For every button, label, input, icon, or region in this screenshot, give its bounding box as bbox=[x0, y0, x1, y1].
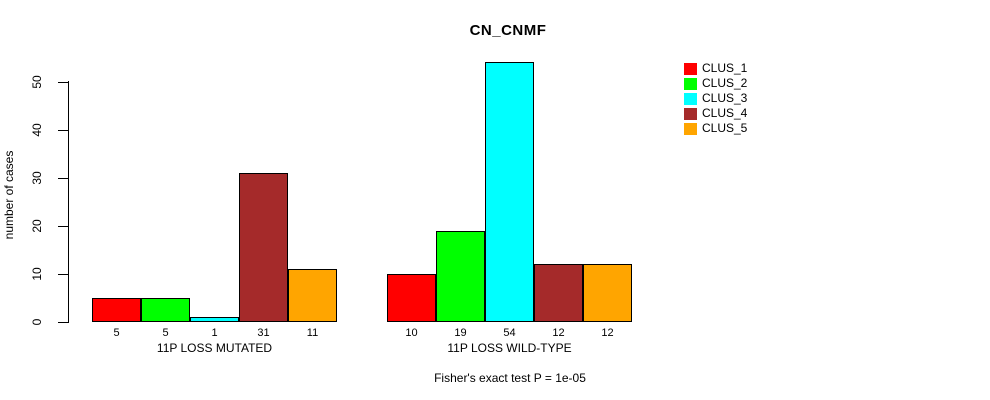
legend-swatch bbox=[684, 77, 697, 90]
bar-clus_4 bbox=[534, 264, 583, 322]
bar-clus_2 bbox=[436, 230, 485, 322]
y-tick-label: 50 bbox=[30, 74, 44, 89]
legend-entry: CLUS_1 bbox=[684, 62, 747, 75]
bar-value-label: 12 bbox=[552, 327, 565, 339]
y-tick-label: 20 bbox=[30, 219, 44, 233]
group-label: 11P LOSS MUTATED bbox=[156, 341, 273, 355]
y-tick-mark bbox=[58, 273, 69, 275]
bar-value-label: 10 bbox=[405, 327, 418, 339]
y-axis-label: number of cases bbox=[2, 150, 16, 240]
legend-entry: CLUS_4 bbox=[684, 107, 747, 120]
bar-clus_5 bbox=[583, 264, 632, 322]
legend-label: CLUS_2 bbox=[702, 76, 748, 90]
bar-value-label: 5 bbox=[162, 327, 169, 339]
legend-swatch bbox=[684, 122, 697, 135]
bar-value-label: 1 bbox=[211, 327, 218, 339]
legend-label: CLUS_1 bbox=[702, 61, 748, 75]
y-tick-mark bbox=[58, 81, 69, 83]
bar-value-label: 19 bbox=[454, 327, 467, 339]
bar-clus_2 bbox=[141, 297, 190, 322]
statistics-caption: Fisher's exact test P = 1e-05 bbox=[434, 371, 586, 385]
legend-label: CLUS_5 bbox=[702, 121, 748, 135]
legend-entry: CLUS_3 bbox=[684, 92, 747, 105]
y-tick-mark bbox=[58, 322, 69, 323]
bar-value-label: 31 bbox=[257, 327, 270, 339]
y-axis-line bbox=[68, 81, 69, 322]
y-tick-label: 10 bbox=[30, 267, 44, 281]
bar-value-label: 12 bbox=[601, 327, 614, 339]
bar-clus_3 bbox=[190, 317, 239, 322]
chart-title: CN_CNMF bbox=[469, 22, 547, 39]
bar-value-label: 11 bbox=[306, 327, 319, 339]
y-tick-mark bbox=[58, 129, 69, 131]
legend-label: CLUS_4 bbox=[702, 106, 748, 120]
y-tick-label: 30 bbox=[30, 171, 44, 185]
legend: CLUS_1 CLUS_2 CLUS_3 CLUS_4 CLUS_5 bbox=[684, 62, 747, 135]
bar-clus_3 bbox=[485, 62, 534, 322]
legend-swatch bbox=[684, 62, 697, 75]
bar-clus_1 bbox=[92, 297, 141, 322]
bar-clus_5 bbox=[288, 269, 337, 322]
bar-value-label: 54 bbox=[503, 327, 516, 339]
group-label: 11P LOSS WILD-TYPE bbox=[447, 341, 572, 355]
bar-clus_1 bbox=[387, 273, 436, 322]
y-tick-label: 0 bbox=[30, 318, 44, 326]
y-tick-mark bbox=[58, 225, 69, 227]
legend-entry: CLUS_5 bbox=[684, 122, 747, 135]
bar-clus_4 bbox=[239, 172, 288, 322]
legend-entry: CLUS_2 bbox=[684, 77, 747, 90]
bar-value-label: 5 bbox=[113, 327, 120, 339]
legend-swatch bbox=[684, 107, 697, 120]
y-tick-mark bbox=[58, 177, 69, 179]
y-tick-label: 40 bbox=[30, 122, 44, 137]
legend-label: CLUS_3 bbox=[702, 91, 748, 105]
legend-swatch bbox=[684, 92, 697, 105]
